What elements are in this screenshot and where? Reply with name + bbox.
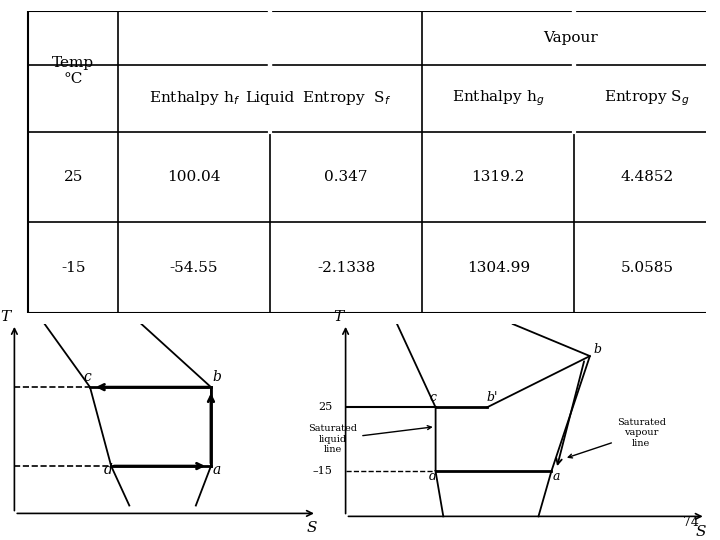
Text: Liquid: Liquid	[246, 91, 294, 105]
Text: a: a	[213, 463, 221, 477]
Text: b': b'	[487, 391, 498, 404]
Text: 1319.2: 1319.2	[472, 170, 525, 184]
Text: c: c	[430, 391, 436, 404]
Text: 74: 74	[683, 516, 698, 529]
Text: 4.4852: 4.4852	[620, 170, 673, 184]
Text: c: c	[83, 370, 91, 384]
Text: Saturated
liquid
line: Saturated liquid line	[308, 424, 431, 454]
Text: Enthalpy h$_f$: Enthalpy h$_f$	[148, 90, 240, 107]
Text: d: d	[429, 470, 437, 483]
Text: 25: 25	[318, 402, 333, 413]
Text: a: a	[553, 470, 560, 483]
Text: b: b	[212, 370, 222, 384]
Text: 1304.99: 1304.99	[467, 261, 530, 275]
Text: 0.347: 0.347	[325, 170, 368, 184]
Text: T: T	[0, 310, 10, 324]
Text: -15: -15	[61, 261, 86, 275]
Text: Saturated
vapour
line: Saturated vapour line	[568, 418, 666, 458]
Text: Temp
°C: Temp °C	[52, 56, 94, 86]
Text: Entropy  S$_f$: Entropy S$_f$	[302, 90, 391, 107]
Text: T: T	[333, 310, 343, 324]
Text: d: d	[104, 463, 112, 477]
Text: 25: 25	[63, 170, 83, 184]
Text: S: S	[306, 521, 317, 535]
Text: Enthalpy h$_g$: Enthalpy h$_g$	[452, 89, 544, 109]
Text: b: b	[593, 343, 602, 356]
Text: 5.0585: 5.0585	[621, 261, 673, 275]
Text: Entropy S$_g$: Entropy S$_g$	[604, 89, 690, 109]
Text: Vapour: Vapour	[544, 31, 598, 45]
Text: -54.55: -54.55	[170, 261, 218, 275]
Text: 100.04: 100.04	[167, 170, 221, 184]
Text: –15: –15	[313, 467, 333, 476]
Text: S: S	[695, 525, 706, 539]
Text: -2.1338: -2.1338	[317, 261, 375, 275]
